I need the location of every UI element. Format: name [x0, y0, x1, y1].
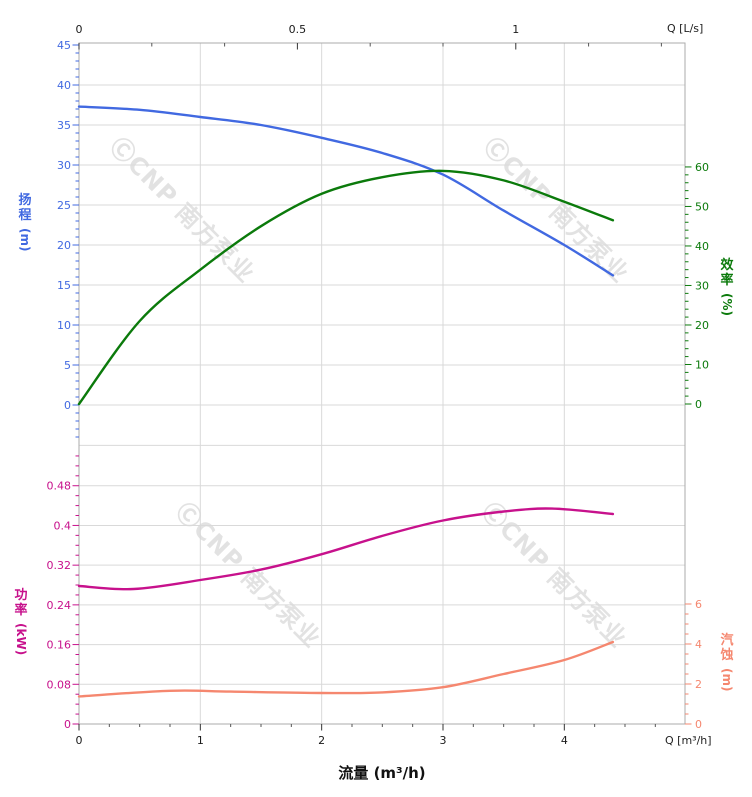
head-axis-ticks: 45 40 35 30 25 20 15 10 5 0: [57, 39, 79, 438]
head-curve: [77, 105, 615, 277]
npsh-axis-unit: (m): [720, 667, 735, 692]
npsh-axis-title-text: 汽蚀: [720, 633, 734, 664]
tick-label: 40: [57, 79, 71, 92]
tick-label: 0.48: [47, 480, 72, 493]
tick-label: 30: [57, 159, 71, 172]
tick-label: 0.5: [289, 23, 307, 36]
tick-label: 0.4: [54, 519, 72, 532]
tick-label: 30: [695, 279, 709, 292]
tick-label: 5: [64, 359, 71, 372]
tick-label: 1: [512, 23, 519, 36]
top-axis-unit-label: Q [L/s]: [667, 22, 704, 35]
tick-label: 1: [197, 734, 204, 747]
npsh-axis-title: 汽蚀 (m): [714, 633, 740, 691]
tick-label: 0: [64, 718, 71, 731]
tick-label: 40: [695, 240, 709, 253]
tick-label: 0: [695, 398, 702, 411]
efficiency-axis-title-text: 效率: [720, 258, 734, 289]
tick-label: 4: [561, 734, 568, 747]
tick-label: 35: [57, 119, 71, 132]
plot-frame: [78, 42, 686, 725]
bottom-axis-unit-label: Q [m³/h]: [665, 734, 712, 747]
tick-label: 0.16: [47, 639, 72, 652]
tick-label: 6: [695, 598, 702, 611]
eff-curve: [77, 169, 615, 406]
tick-label: 0: [76, 23, 83, 36]
tick-label: 0: [76, 734, 83, 747]
tick-label: 50: [695, 200, 709, 213]
top-x-axis-ticks: 0 0.5 1: [76, 23, 662, 50]
power-axis-unit: (kW): [14, 622, 29, 655]
head-axis-title-text: 扬程: [18, 193, 32, 224]
tick-label: 3: [439, 734, 446, 747]
npsh-axis-ticks: 6 4 2 0: [685, 598, 702, 731]
tick-label: 0.08: [47, 678, 72, 691]
power-axis-title-text: 功率: [14, 588, 28, 619]
npsh-curve: [77, 640, 615, 698]
tick-label: 0: [695, 718, 702, 731]
curves: [77, 105, 615, 698]
efficiency-axis-ticks: 60 50 40 30 20 10 0: [685, 161, 709, 411]
tick-label: 25: [57, 199, 71, 212]
tick-label: 0.32: [47, 559, 72, 572]
power-axis-title: 功率 (kW): [6, 588, 36, 655]
tick-label: 45: [57, 39, 71, 52]
efficiency-axis-title: 效率 (%): [714, 258, 740, 316]
bottom-x-axis-ticks: 0 1 2 3 4: [76, 724, 656, 747]
tick-label: 2: [318, 734, 325, 747]
x-axis-title: 流量 (m³/h): [338, 764, 426, 782]
tick-label: 15: [57, 279, 71, 292]
tick-label: 0.24: [47, 599, 72, 612]
tick-label: 0: [64, 399, 71, 412]
power-axis-ticks: 0.48 0.4 0.32 0.24 0.16 0.08 0: [47, 455, 79, 731]
tick-label: 60: [695, 161, 709, 174]
tick-label: 10: [695, 358, 709, 371]
tick-label: 4: [695, 638, 702, 651]
head-axis-unit: (m): [18, 227, 33, 252]
tick-label: 10: [57, 319, 71, 332]
tick-label: 20: [57, 239, 71, 252]
efficiency-axis-unit: (%): [720, 292, 735, 316]
head-axis-title: 扬程 (m): [12, 193, 38, 251]
tick-label: 20: [695, 319, 709, 332]
tick-label: 2: [695, 678, 702, 691]
power-curve: [77, 507, 615, 591]
gridlines: [79, 43, 685, 724]
